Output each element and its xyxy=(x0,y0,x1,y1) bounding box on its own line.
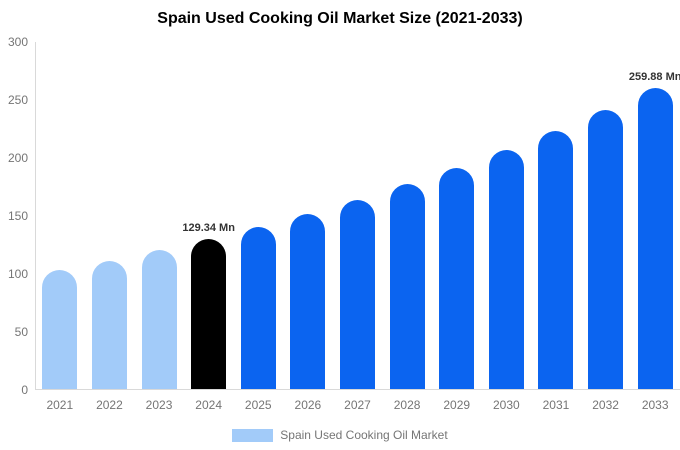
x-tick-2021: 2021 xyxy=(46,398,74,412)
bar-2025 xyxy=(240,226,276,389)
x-tick-2025: 2025 xyxy=(244,398,272,412)
x-tick-2031: 2031 xyxy=(542,398,570,412)
bar-2030 xyxy=(488,150,524,389)
x-tick-2023: 2023 xyxy=(145,398,173,412)
y-tick-250: 250 xyxy=(7,93,28,107)
bar-2023 xyxy=(141,250,177,389)
chart-title: Spain Used Cooking Oil Market Size (2021… xyxy=(157,10,523,27)
bar-2024 xyxy=(191,238,227,389)
x-axis-line xyxy=(35,389,680,390)
bar-2027 xyxy=(340,199,375,389)
data-label-2024: 129.34 Mn xyxy=(182,221,235,234)
bar-2028 xyxy=(389,184,425,389)
y-tick-200: 200 xyxy=(7,151,28,165)
x-tick-2032: 2032 xyxy=(592,398,619,412)
y-axis-line xyxy=(35,42,36,390)
y-tick-100: 100 xyxy=(7,267,28,281)
x-tick-2030: 2030 xyxy=(492,398,520,412)
bar-2022 xyxy=(91,260,127,389)
bar-2033 xyxy=(637,87,673,389)
x-tick-2026: 2026 xyxy=(294,398,322,412)
bar-2021 xyxy=(42,270,78,389)
bar-2031 xyxy=(538,130,574,389)
legend-label: Spain Used Cooking Oil Market xyxy=(280,428,448,442)
x-tick-2027: 2027 xyxy=(344,398,371,412)
x-tick-2033: 2033 xyxy=(641,398,669,412)
bar-2029 xyxy=(439,167,475,389)
y-tick-50: 50 xyxy=(14,325,28,339)
bar-2032 xyxy=(588,110,624,389)
x-tick-2028: 2028 xyxy=(393,398,421,412)
x-tick-2022: 2022 xyxy=(96,398,123,412)
legend: Spain Used Cooking Oil Market xyxy=(0,428,680,442)
y-tick-300: 300 xyxy=(7,35,28,49)
data-label-2033: 259.88 Mn xyxy=(628,70,680,83)
y-tick-150: 150 xyxy=(7,209,28,223)
y-tick-0: 0 xyxy=(21,383,28,397)
x-tick-2029: 2029 xyxy=(443,398,471,412)
legend-swatch-icon xyxy=(232,428,274,442)
x-tick-2024: 2024 xyxy=(195,398,222,412)
bar-2026 xyxy=(290,213,326,389)
